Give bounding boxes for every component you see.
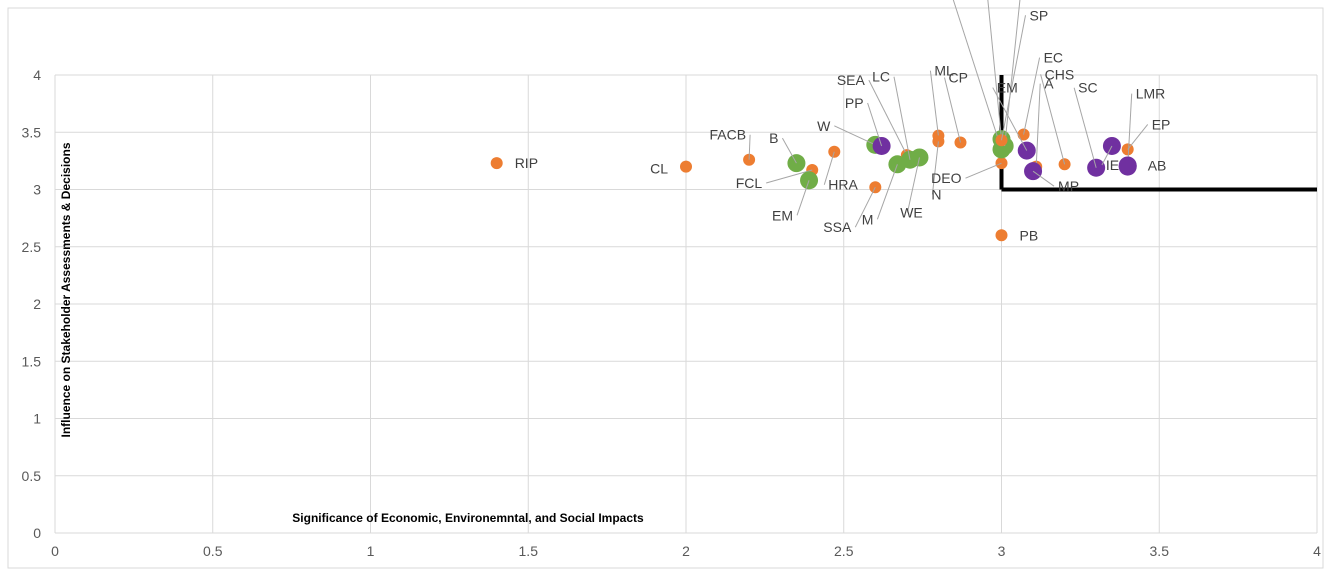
- y-axis-title: Influence on Stakeholder Assessments & D…: [59, 142, 73, 437]
- data-label: IEI: [1106, 157, 1123, 173]
- data-point: [995, 229, 1008, 242]
- data-label: A: [1044, 76, 1054, 92]
- x-tick-label: 1: [367, 543, 375, 559]
- leader-line: [893, 76, 911, 160]
- data-label: EP: [1152, 116, 1171, 132]
- leader-line: [1127, 124, 1149, 150]
- leader-line: [854, 186, 876, 228]
- data-label: FACB: [710, 127, 747, 143]
- leader-line: [1032, 170, 1055, 187]
- leader-line: [1004, 0, 1021, 147]
- data-label: SEA: [837, 72, 866, 88]
- leader-line: [952, 0, 1002, 150]
- leader-line: [1001, 15, 1026, 141]
- y-tick-label: 2: [33, 296, 41, 312]
- chart-frame: [7, 7, 1324, 569]
- x-tick-label: 3.5: [1150, 543, 1170, 559]
- data-label: SC: [1078, 80, 1097, 96]
- data-label: CP: [948, 70, 967, 86]
- leader-line: [834, 125, 876, 146]
- leader-line: [1040, 74, 1066, 165]
- leader-line: [943, 77, 961, 143]
- leader-line: [748, 134, 751, 160]
- data-label: DEO: [931, 170, 961, 186]
- leader-line: [987, 0, 1002, 140]
- data-label: HRA: [828, 177, 858, 193]
- y-tick-label: 3: [33, 182, 41, 198]
- data-label: WE: [900, 204, 923, 220]
- data-label: LC: [872, 69, 890, 85]
- leader-line: [1073, 87, 1097, 168]
- data-label: SSA: [823, 219, 852, 235]
- data-label: CHS: [1045, 66, 1075, 82]
- data-label: W: [817, 118, 831, 134]
- data-label: PP: [845, 95, 864, 111]
- data-label: CL: [650, 161, 668, 177]
- data-label: FCL: [736, 175, 763, 191]
- leader-line: [1127, 93, 1133, 167]
- x-tick-label: 0.5: [203, 543, 223, 559]
- data-label: LMR: [1136, 86, 1166, 102]
- data-label: EM: [772, 207, 793, 223]
- y-tick-label: 1: [33, 411, 41, 427]
- data-label: MP: [1058, 178, 1079, 194]
- leader-line: [1035, 83, 1041, 167]
- leader-line: [1023, 57, 1041, 135]
- leader-line: [992, 87, 1028, 151]
- data-label: M: [862, 211, 874, 227]
- x-tick-label: 0: [51, 543, 59, 559]
- y-tick-label: 1.5: [22, 353, 42, 369]
- data-label: EC: [1044, 50, 1063, 66]
- y-tick-label: 2.5: [22, 239, 42, 255]
- x-tick-label: 1.5: [519, 543, 539, 559]
- y-tick-label: 0.5: [22, 468, 42, 484]
- leader-line: [1101, 145, 1113, 166]
- leader-line: [965, 162, 1002, 179]
- leader-line: [867, 102, 883, 147]
- data-label: RIP: [515, 155, 538, 171]
- leader-line: [876, 164, 898, 220]
- data-label: EM: [997, 80, 1018, 96]
- leader-line: [781, 137, 797, 164]
- x-tick-label: 3: [998, 543, 1006, 559]
- data-label: PB: [1020, 227, 1039, 243]
- leader-line: [929, 70, 939, 136]
- data-label: B: [769, 130, 778, 146]
- data-point: [680, 160, 692, 173]
- y-tick-label: 3.5: [22, 124, 42, 140]
- x-axis-title: Significance of Economic, Environemntal,…: [292, 511, 644, 525]
- leader-line: [796, 180, 810, 216]
- x-tick-label: 2: [682, 543, 690, 559]
- leader-line: [823, 151, 835, 185]
- x-tick-label: 4: [1313, 543, 1321, 559]
- y-tick-label: 4: [33, 67, 41, 83]
- data-label: AB: [1148, 157, 1167, 173]
- data-label: ML: [934, 63, 954, 79]
- leader-line: [766, 169, 813, 184]
- y-tick-label: 0: [33, 525, 41, 541]
- leader-line: [931, 141, 939, 195]
- leader-line: [868, 79, 908, 156]
- data-label: N: [931, 186, 941, 202]
- data-point: [1017, 128, 1030, 141]
- data-label: SP: [1030, 7, 1049, 23]
- data-point: [490, 157, 503, 170]
- x-tick-label: 2.5: [834, 543, 854, 559]
- leader-line: [906, 157, 920, 213]
- data-label: E: [1025, 0, 1034, 1]
- data-point: [1118, 156, 1137, 175]
